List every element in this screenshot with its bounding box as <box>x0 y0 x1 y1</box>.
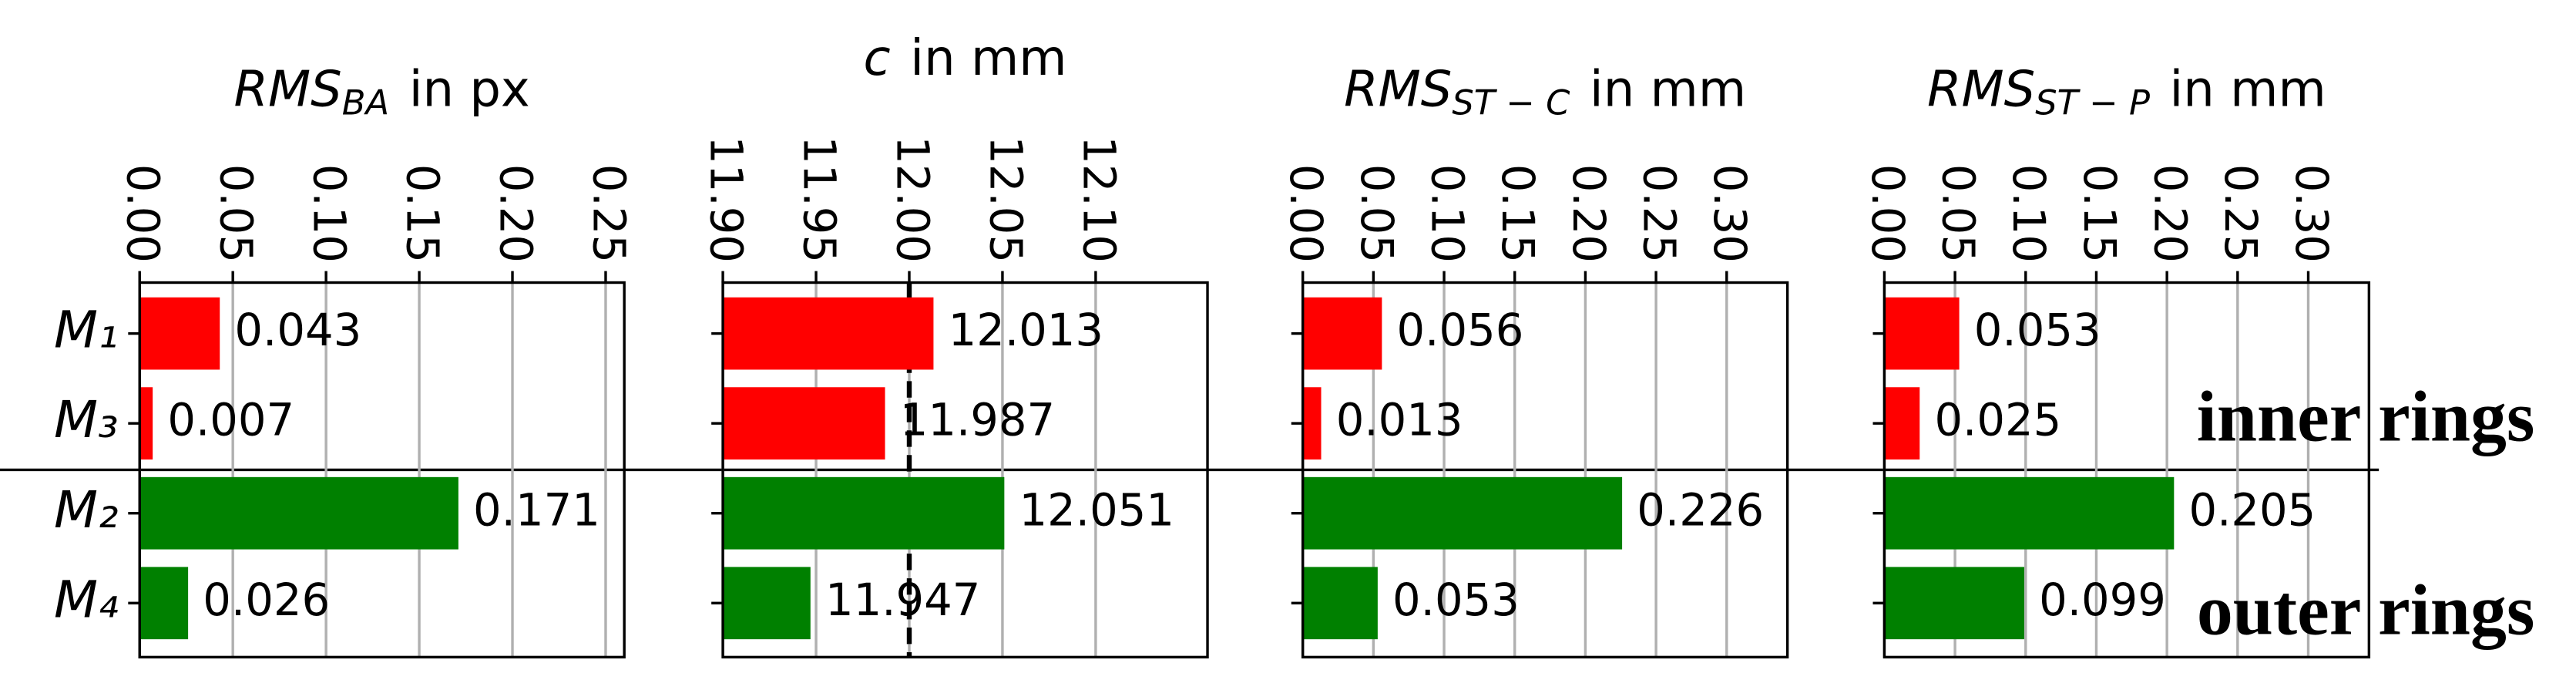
x-tick-label: 0.00 <box>117 164 169 263</box>
x-tick-label: 0.10 <box>1421 164 1473 263</box>
title-rest: in mm <box>1590 61 1746 118</box>
bar <box>723 476 1005 550</box>
bar <box>1884 567 2024 640</box>
title-rest: in mm <box>2170 61 2326 118</box>
value-label: 0.053 <box>1392 574 1520 626</box>
annotation: inner rings <box>2197 376 2535 456</box>
bar <box>139 567 189 640</box>
bar <box>723 297 934 370</box>
bar <box>1302 567 1378 640</box>
x-tick-label: 12.05 <box>979 136 1031 263</box>
bar <box>1302 297 1382 370</box>
value-label: 0.026 <box>203 574 330 626</box>
subplot-title: RMSST − P in mm <box>1927 61 2326 123</box>
value-label: 0.007 <box>167 395 294 446</box>
x-tick-label: 11.95 <box>793 136 845 263</box>
x-tick-label: 0.15 <box>1492 164 1543 263</box>
value-label: 0.053 <box>1974 305 2101 356</box>
value-label: 0.056 <box>1397 305 1524 356</box>
bar <box>139 297 220 370</box>
subplot-title: RMSST − C in mm <box>1344 61 1746 123</box>
x-tick-label: 0.20 <box>1563 164 1614 263</box>
x-tick-label: 0.05 <box>1932 164 1983 263</box>
bar <box>723 567 811 640</box>
x-tick-label: 0.30 <box>1704 164 1755 263</box>
value-label: 11.947 <box>825 574 980 626</box>
plot-frame <box>138 281 626 659</box>
y-tick-label: M₁ <box>54 301 119 360</box>
title-rest: in px <box>409 61 530 118</box>
plot-frame <box>1882 281 2371 659</box>
bar <box>139 387 153 460</box>
y-tick-label: M₄ <box>54 570 119 629</box>
x-tick-label: 0.20 <box>2144 164 2196 263</box>
x-tick-label: 0.05 <box>1351 164 1402 263</box>
title-base: RMS <box>1927 61 2035 118</box>
title-sub: ST − C <box>1452 82 1570 123</box>
x-tick-label: 0.10 <box>2003 164 2054 263</box>
bar <box>1884 476 2175 550</box>
subplot-title: RMSBA in px <box>234 61 530 123</box>
x-tick-label: 0.30 <box>2285 164 2337 263</box>
value-label: 0.013 <box>1336 395 1463 446</box>
title-base: RMS <box>234 61 342 118</box>
y-tick-label: M₃ <box>54 390 119 449</box>
x-tick-label: 0.25 <box>583 164 634 263</box>
value-label: 11.987 <box>900 395 1055 446</box>
value-label: 0.025 <box>1934 395 2061 446</box>
x-tick-label: 0.20 <box>489 164 541 263</box>
annotation: outer rings <box>2197 571 2535 651</box>
value-label: 12.013 <box>949 305 1103 356</box>
x-tick-label: 11.90 <box>700 136 751 263</box>
value-label: 0.205 <box>2189 484 2316 536</box>
value-label: 0.043 <box>234 305 361 356</box>
x-tick-label: 0.00 <box>1862 164 1913 263</box>
x-tick-label: 0.00 <box>1280 164 1332 263</box>
x-tick-label: 0.15 <box>2074 164 2125 263</box>
value-label: 0.226 <box>1637 484 1764 536</box>
x-tick-label: 12.10 <box>1073 136 1124 263</box>
x-tick-label: 0.10 <box>303 164 354 263</box>
value-label: 12.051 <box>1019 484 1174 536</box>
value-label: 0.099 <box>2039 574 2166 626</box>
title-base: RMS <box>1344 61 1452 118</box>
bar <box>1302 387 1322 460</box>
x-tick-label: 0.05 <box>210 164 262 263</box>
bar <box>1884 387 1920 460</box>
bar <box>1302 476 1623 550</box>
x-tick-label: 12.00 <box>886 136 938 263</box>
title-sub: ST − P <box>2035 82 2150 123</box>
x-tick-label: 0.15 <box>396 164 448 263</box>
bar <box>723 387 885 460</box>
subplot-title: c in mm <box>864 29 1067 86</box>
y-tick-label: M₂ <box>54 480 119 540</box>
plot-frame <box>1301 281 1789 659</box>
value-label: 0.171 <box>473 484 600 536</box>
x-tick-label: 0.25 <box>2215 164 2266 263</box>
bar <box>139 476 458 550</box>
bar <box>1884 297 1960 370</box>
x-tick-label: 0.25 <box>1633 164 1684 263</box>
title-rest: in mm <box>910 29 1066 86</box>
plot-frame <box>721 281 1209 659</box>
title-base: c <box>864 29 891 86</box>
title-sub: BA <box>342 82 389 123</box>
